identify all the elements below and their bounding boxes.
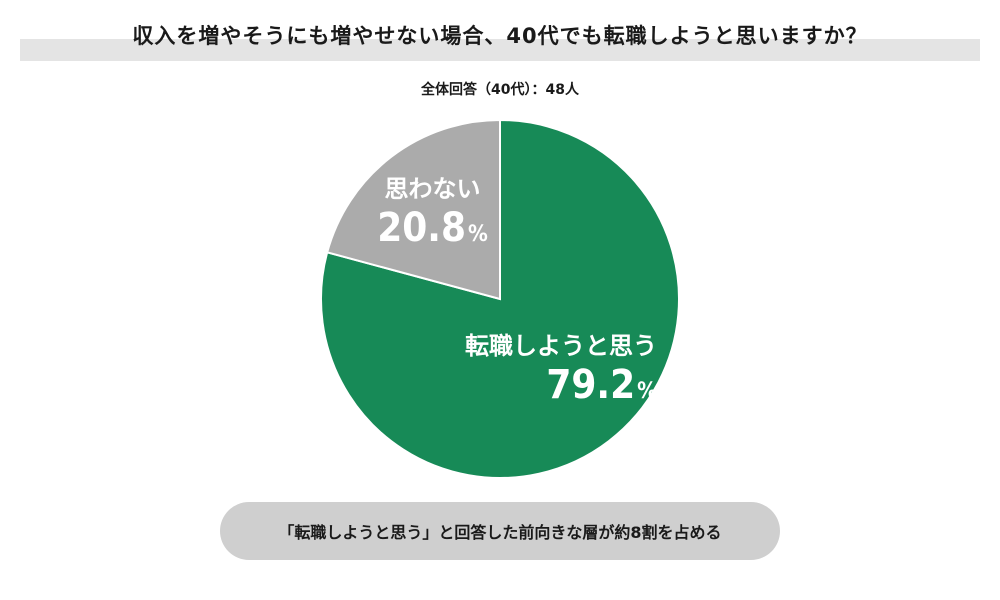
summary-text: 「転職しようと思う」と回答した前向きな層が約8割を占める — [278, 523, 722, 542]
slice-label-2: 思わない — [385, 175, 481, 203]
pie-slice-2 — [325, 118, 501, 301]
page-title: 収入を増やそうにも増やせない場合、40代でも転職しようと思いますか？ — [132, 24, 868, 48]
pie-slice-1 — [320, 118, 680, 479]
respondent-count: 全体回答（40代）：48人 — [421, 82, 579, 98]
title-band — [20, 39, 980, 61]
slice-value-2: 20.8% — [377, 205, 488, 251]
summary-pill: 「転職しようと思う」と回答した前向きな層が約8割を占める — [220, 502, 780, 560]
slice-label-1: 転職しようと思う — [465, 332, 657, 360]
slice-value-1: 79.2% — [546, 362, 657, 408]
